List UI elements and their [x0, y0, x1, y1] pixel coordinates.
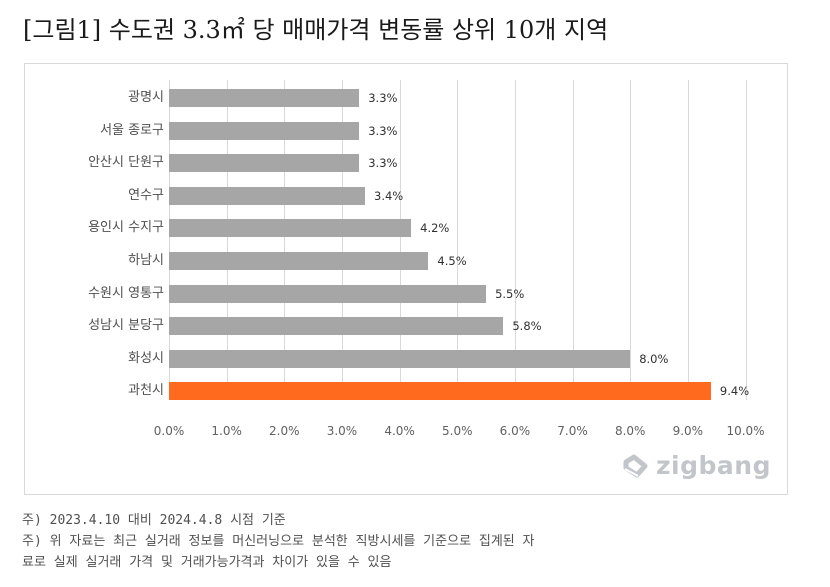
gridline — [457, 80, 458, 400]
chart-title: [그림1] 수도권 3.3㎡ 당 매매가격 변동률 상위 10개 지역 — [23, 16, 609, 44]
x-tick-label: 2.0% — [269, 424, 300, 438]
gridline — [400, 80, 401, 400]
bar-value-label: 3.3% — [368, 124, 398, 138]
bar-highlighted — [169, 382, 711, 400]
bar-value-label: 3.3% — [368, 156, 398, 170]
bar-value-label: 5.8% — [512, 319, 542, 333]
footnotes: 주) 2023.4.10 대비 2024.4.8 시점 기준 주) 위 자료는 … — [22, 510, 535, 573]
gridline — [169, 80, 170, 400]
zigbang-logo: zigbang — [620, 451, 771, 480]
chart-frame — [24, 63, 788, 495]
category-label: 과천시 — [128, 383, 164, 398]
bar-value-label: 8.0% — [639, 352, 669, 366]
bar — [169, 285, 487, 303]
logo-text: zigbang — [656, 451, 771, 480]
bar-value-label: 3.3% — [368, 91, 398, 105]
bar-value-label: 4.5% — [437, 254, 467, 268]
bar — [169, 154, 360, 172]
x-tick-label: 9.0% — [672, 424, 704, 438]
gridline — [746, 80, 747, 400]
x-tick-label: 7.0% — [557, 424, 588, 438]
footnote-date-basis: 주) 2023.4.10 대비 2024.4.8 시점 기준 — [22, 513, 286, 528]
x-tick-label: 8.0% — [614, 424, 646, 438]
bar — [169, 317, 504, 335]
x-tick-label: 1.0% — [211, 424, 242, 438]
gridline — [688, 80, 689, 400]
bar — [169, 350, 631, 368]
gridline — [515, 80, 516, 400]
gridline — [573, 80, 574, 400]
bar — [169, 89, 360, 107]
gridline — [227, 80, 228, 400]
x-tick-label: 6.0% — [499, 424, 531, 438]
footnote-source-2: 료로 실제 실거래 가격 및 거래가능가격과 차이가 있을 수 있음 — [22, 555, 392, 570]
zigbang-logo-icon — [623, 454, 648, 477]
gridline — [630, 80, 631, 400]
category-label: 하남시 — [128, 253, 164, 268]
x-tick-label: 3.0% — [326, 424, 358, 438]
category-label: 화성시 — [128, 351, 164, 366]
bar-value-label: 3.4% — [374, 189, 404, 203]
category-label: 안산시 단원구 — [88, 155, 164, 170]
x-tick-label: 0.0% — [153, 424, 185, 438]
category-label: 성남시 분당구 — [88, 318, 164, 333]
x-tick-label: 4.0% — [384, 424, 415, 438]
bar-value-label: 9.4% — [719, 384, 750, 398]
gridline — [342, 80, 343, 400]
bar — [169, 252, 429, 270]
gridline — [284, 80, 285, 400]
x-tick-label: 10.0% — [726, 424, 765, 438]
category-label: 광명시 — [128, 90, 164, 105]
category-label: 용인시 수지구 — [88, 220, 164, 235]
category-label: 서울 종로구 — [100, 123, 164, 138]
bar — [169, 219, 412, 237]
category-label: 수원시 영통구 — [88, 286, 164, 301]
bar-value-label: 4.2% — [420, 221, 450, 235]
footnote-source-1: 주) 위 자료는 최근 실거래 정보를 머신러닝으로 분석한 직방시세를 기준으… — [22, 534, 535, 549]
x-tick-label: 5.0% — [442, 424, 473, 438]
bar — [169, 187, 365, 205]
bar-value-label: 5.5% — [495, 287, 525, 301]
category-label: 연수구 — [128, 188, 164, 203]
bar — [169, 122, 360, 140]
